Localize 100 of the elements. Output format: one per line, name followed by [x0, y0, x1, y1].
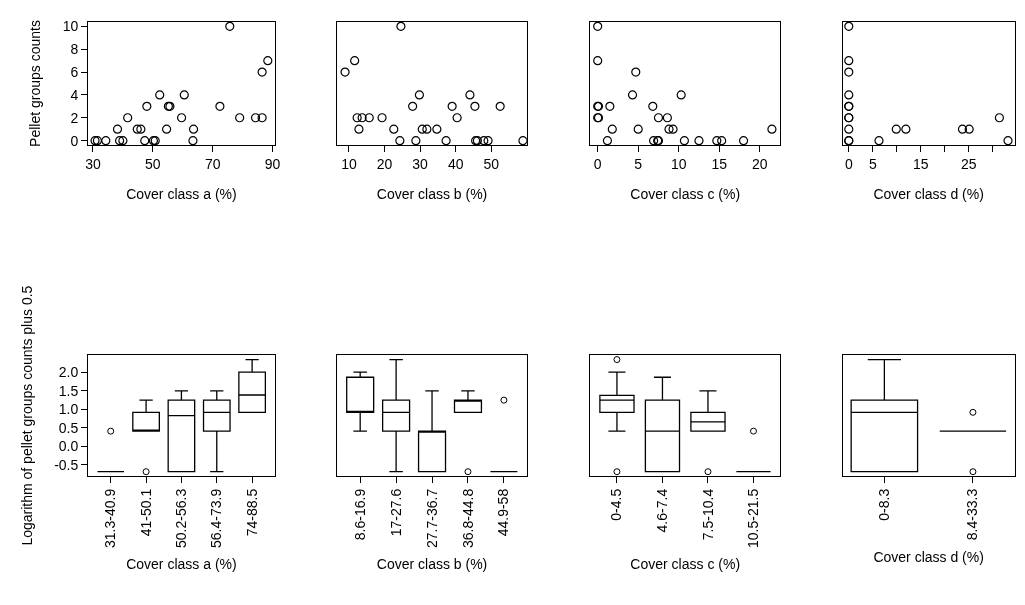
point: [662, 113, 672, 123]
point: [633, 124, 643, 134]
point: [738, 136, 749, 146]
x-tick-label: 7.5-10.4: [699, 488, 716, 541]
point: [417, 124, 427, 134]
y-tick-label: 6: [70, 63, 79, 80]
point: [874, 136, 884, 146]
point: [350, 56, 360, 66]
point: [377, 113, 387, 123]
x-tick-label: 50: [145, 156, 161, 173]
point: [422, 124, 432, 134]
y-tick-label: 2.0: [58, 364, 79, 381]
point: [465, 90, 475, 100]
point: [712, 136, 722, 146]
point: [340, 67, 350, 77]
x-tick-label: 74-88.5: [243, 488, 260, 537]
x-tick-label: 30: [412, 156, 429, 173]
y-tick-label: 2: [70, 109, 79, 126]
point: [627, 90, 638, 100]
x-tick-label: 5: [634, 156, 643, 173]
x-tick-label: 0-8.3: [875, 488, 892, 521]
x-tick-label: 90: [264, 156, 281, 173]
point: [132, 124, 142, 134]
point: [653, 113, 664, 123]
y-tick-label: 10: [62, 18, 79, 35]
x-axis-title: Cover class a (%): [126, 186, 237, 203]
x-tick-label: 50.2-56.3: [172, 488, 189, 549]
x-tick-label: 4.6-7.4: [654, 488, 671, 533]
point: [631, 67, 641, 77]
point: [142, 101, 152, 111]
point: [112, 124, 123, 134]
x-axis-title: Cover class b (%): [376, 556, 488, 573]
point: [717, 136, 727, 146]
y-tick-label: 1.5: [58, 382, 79, 399]
x-tick-label: 31.3-40.9: [102, 488, 119, 549]
y-tick-label: 0: [70, 132, 79, 149]
point: [215, 101, 225, 111]
x-tick-label: 15: [912, 156, 929, 173]
x-tick-label: 0: [844, 156, 853, 173]
point: [257, 67, 267, 77]
point: [364, 113, 374, 123]
point: [188, 124, 199, 134]
point: [176, 113, 187, 123]
x-tick-label: 0-4.5: [608, 488, 625, 521]
x-tick-label: 41-50.1: [137, 488, 154, 537]
x-tick-label: 10: [341, 156, 357, 173]
x-tick-label: 50: [483, 156, 500, 173]
point: [389, 124, 399, 134]
point: [844, 67, 854, 77]
point: [414, 90, 425, 100]
point: [483, 136, 493, 146]
point: [395, 136, 405, 146]
x-axis-title: Cover class a (%): [126, 556, 237, 573]
point: [357, 113, 367, 123]
point: [408, 101, 418, 111]
x-tick-label: 17-27.6: [387, 488, 404, 537]
x-tick-label: 44.9-58: [495, 488, 512, 537]
x-axis-title: Cover class c (%): [630, 186, 741, 203]
point: [694, 136, 704, 146]
x-axis-title: Cover class c (%): [630, 556, 741, 573]
point: [179, 90, 189, 100]
point: [452, 113, 462, 123]
y-tick-label: 8: [70, 41, 79, 58]
x-tick-label: 8.4-33.3: [964, 488, 981, 541]
x-tick-label: 8.6-16.9: [351, 488, 368, 541]
y-axis-title: Logarithm of pellet groups counts plus 0.5: [18, 285, 35, 546]
point: [844, 21, 854, 31]
x-tick-label: 36.8-44.8: [459, 488, 476, 549]
x-tick-label: 5: [868, 156, 877, 173]
x-axis-title: Cover class d (%): [873, 186, 984, 203]
y-tick-label: 0.0: [58, 438, 79, 455]
point: [263, 56, 273, 66]
point: [257, 113, 267, 123]
point: [607, 124, 617, 134]
x-axis-title: Cover class d (%): [873, 548, 984, 565]
point: [844, 90, 854, 100]
point: [447, 101, 457, 111]
x-tick-label: 10: [670, 156, 687, 173]
point: [114, 136, 125, 146]
x-tick-label: 56.4-73.9: [208, 488, 225, 549]
x-tick-label: 20: [376, 156, 393, 173]
point: [479, 136, 489, 146]
x-tick-label: 70: [204, 156, 221, 173]
point: [250, 113, 261, 123]
point: [225, 21, 235, 31]
point: [664, 124, 674, 134]
point: [901, 124, 911, 134]
point: [891, 124, 901, 134]
y-tick-label: 4: [70, 86, 79, 103]
point: [1003, 136, 1013, 146]
point: [605, 101, 615, 111]
point: [136, 124, 146, 134]
point: [679, 136, 689, 146]
y-tick-label: -0.5: [54, 456, 79, 473]
point: [162, 124, 172, 134]
x-tick-label: 10.5-21.5: [745, 488, 762, 549]
point: [593, 21, 603, 31]
point: [649, 136, 659, 146]
point: [123, 113, 133, 123]
x-tick-label: 20: [751, 156, 768, 173]
